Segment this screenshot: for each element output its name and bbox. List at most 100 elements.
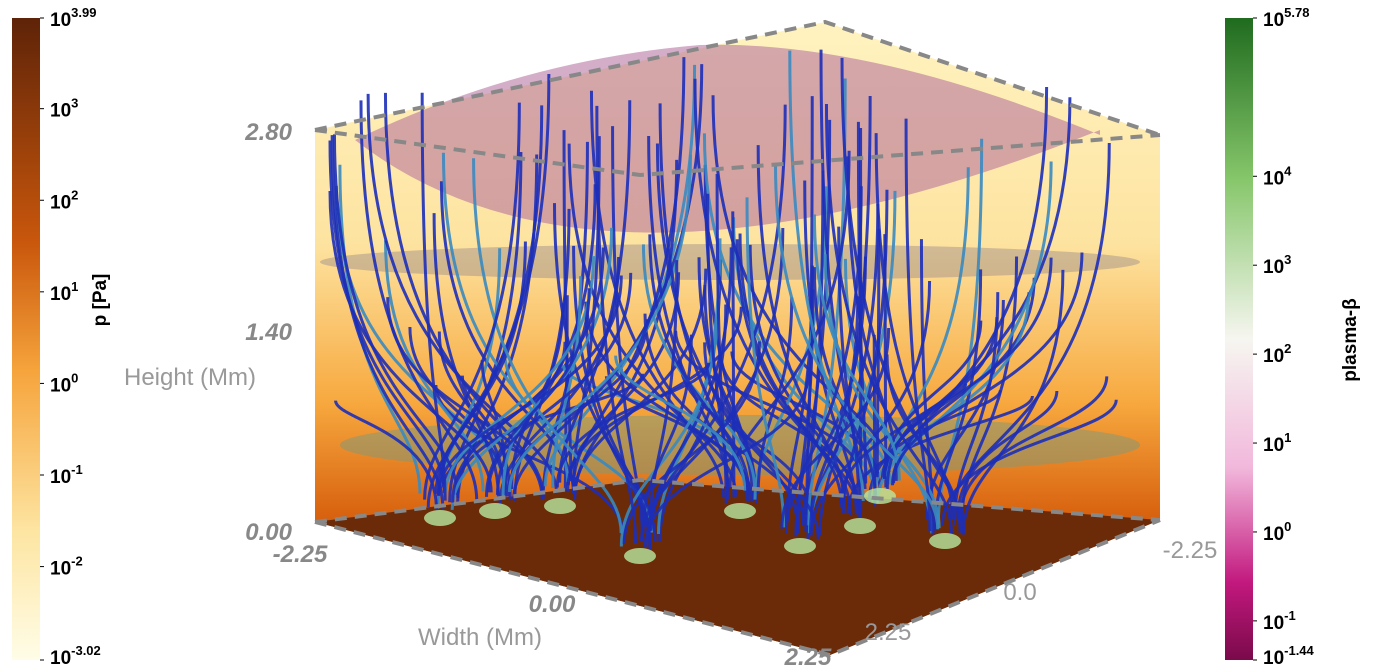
- tick-exponent: -1.44: [1284, 643, 1314, 658]
- footpoint: [844, 518, 876, 534]
- tick-exponent: 2: [1284, 341, 1291, 356]
- field-line: [958, 376, 1109, 518]
- field-line: [876, 161, 1053, 503]
- height-tick: 1.40: [245, 319, 292, 346]
- height-tick: 2.80: [244, 119, 292, 146]
- width-label: Width (Mm): [418, 624, 542, 651]
- field-line: [566, 272, 681, 492]
- field-line: [328, 140, 446, 494]
- field-line: [436, 275, 623, 496]
- field-line: [512, 64, 704, 500]
- tick-base: 10: [50, 284, 71, 305]
- colorbar-tick-label: 10-1: [50, 462, 83, 488]
- tick-base: 10: [50, 467, 71, 488]
- colorbar-tick-label: 10-3.02: [50, 643, 101, 669]
- depth-tick: -2.25: [1163, 537, 1218, 564]
- tick-exponent: 4: [1284, 163, 1292, 178]
- beta-colorbar: [1225, 18, 1253, 660]
- tick-base: 10: [1263, 257, 1284, 278]
- colorbar-tick-label: 10-2: [50, 554, 83, 580]
- field-line: [485, 288, 591, 497]
- field-line: [611, 126, 644, 540]
- field-line: [453, 373, 645, 495]
- field-line: [648, 234, 751, 495]
- field-line: [796, 289, 815, 533]
- tick-base: 10: [50, 101, 71, 122]
- field-line: [641, 334, 693, 534]
- tick-base: 10: [1263, 648, 1284, 669]
- field-line: [806, 78, 847, 526]
- field-line: [443, 256, 596, 498]
- field-line: [706, 193, 730, 501]
- field-line: [541, 141, 589, 500]
- field-line: [460, 375, 512, 501]
- field-line: [508, 154, 693, 492]
- field-line: [812, 214, 901, 481]
- colorbar-tick-label: 101: [50, 279, 78, 305]
- field-line: [839, 317, 999, 504]
- field-line: [809, 280, 932, 537]
- 3d-volume: [314, 19, 1161, 658]
- width-tick: -2.25: [273, 541, 328, 568]
- height-tick: 0.00: [245, 519, 292, 546]
- tick-base: 10: [50, 559, 71, 580]
- field-line: [875, 228, 881, 478]
- colorbar-tick-label: 102: [50, 187, 78, 213]
- field-line: [956, 390, 1059, 519]
- tick-exponent: -1: [71, 462, 83, 477]
- pressure-title: p [Pa]: [90, 274, 111, 327]
- tick-exponent: 3: [1284, 252, 1291, 267]
- tick-base: 10: [50, 375, 71, 396]
- colorbar-tick-label: 10-1: [1263, 608, 1296, 634]
- colorbar-tick-label: 103.99: [50, 5, 96, 31]
- tick-exponent: 3.99: [71, 5, 96, 20]
- field-line: [824, 104, 953, 533]
- field-line: [703, 285, 755, 501]
- colorbar-tick-label: 102: [1263, 341, 1291, 367]
- footpoint: [724, 503, 756, 519]
- field-line: [472, 158, 623, 534]
- field-line: [423, 102, 521, 500]
- tick-exponent: 1: [71, 279, 78, 294]
- box-edges: [314, 19, 1161, 658]
- footpoint: [424, 510, 456, 526]
- tick-base: 10: [50, 648, 71, 669]
- pressure-colorbar: [12, 18, 40, 660]
- beta-title: plasma-β: [1340, 298, 1361, 381]
- colorbar-tick-label: 10-1.44: [1263, 643, 1315, 669]
- field-line: [784, 186, 863, 534]
- field-line: [641, 244, 757, 489]
- tick-exponent: 5.78: [1284, 5, 1309, 20]
- colorbar-tick-label: 104: [1263, 163, 1292, 189]
- field-line: [330, 135, 445, 509]
- footpoint: [929, 533, 961, 549]
- field-line: [748, 244, 862, 518]
- footpoint: [784, 538, 816, 554]
- depth-tick: 2.25: [865, 619, 912, 646]
- footpoint: [624, 548, 656, 564]
- tick-exponent: 2: [71, 187, 78, 202]
- field-line: [648, 260, 679, 532]
- colorbar-tick-label: 100: [50, 370, 78, 396]
- field-line: [756, 297, 794, 495]
- field-line: [952, 292, 1000, 525]
- tick-exponent: -2: [71, 554, 83, 569]
- colorbar-tick-label: 100: [1263, 519, 1291, 545]
- field-line: [571, 57, 686, 486]
- tick-base: 10: [1263, 168, 1284, 189]
- field-line: [649, 247, 733, 531]
- field-line: [366, 93, 559, 494]
- tick-base: 10: [1263, 524, 1284, 545]
- field-line: [551, 276, 583, 488]
- field-line: [774, 164, 940, 530]
- field-line: [892, 252, 1084, 484]
- field-line: [745, 197, 786, 528]
- colorbar-tick-label: 103: [1263, 252, 1291, 278]
- field-line: [823, 254, 941, 529]
- depth-tick: 0.0: [1003, 579, 1036, 606]
- field-line: [837, 226, 861, 501]
- field-line: [841, 189, 889, 514]
- tick-base: 10: [50, 10, 71, 31]
- field-line: [614, 355, 747, 491]
